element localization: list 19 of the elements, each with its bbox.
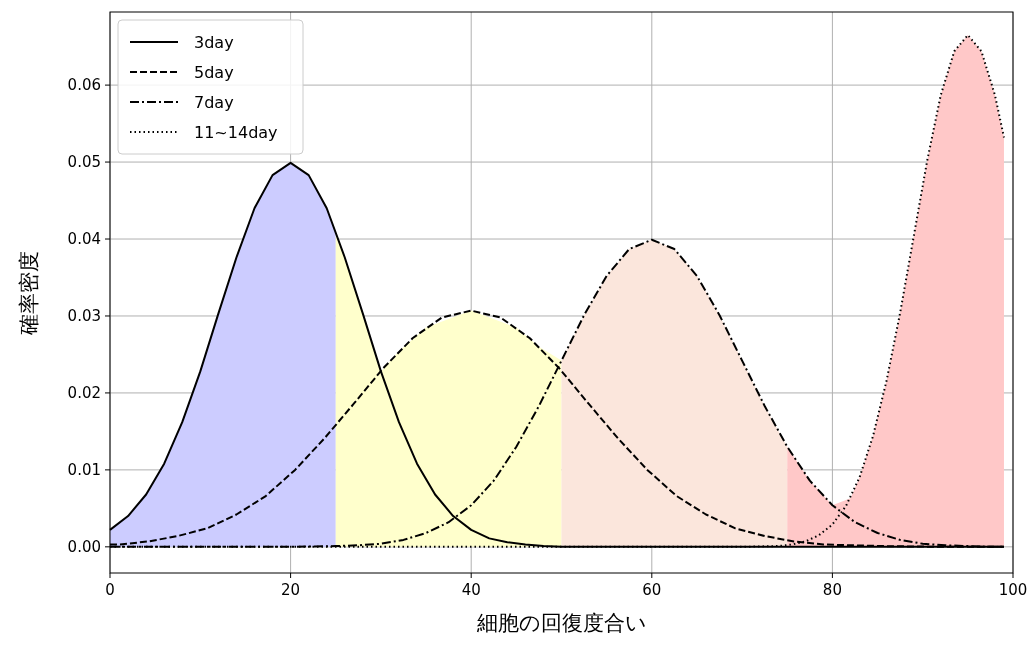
legend-label: 11~14day <box>194 123 278 142</box>
legend-label: 5day <box>194 63 234 82</box>
x-tick-label: 40 <box>461 581 481 599</box>
legend-label: 3day <box>194 33 234 52</box>
y-tick-label: 0.03 <box>67 306 101 325</box>
x-tick-label: 80 <box>822 581 842 599</box>
y-tick-label: 0.05 <box>67 153 101 172</box>
y-tick-label: 0.00 <box>67 537 101 556</box>
x-tick-label: 60 <box>642 581 662 599</box>
y-tick-label: 0.01 <box>67 460 101 479</box>
y-tick-label: 0.04 <box>67 230 101 249</box>
x-axis-title: 細胞の回復度合い <box>475 611 647 635</box>
legend-label: 7day <box>194 93 234 112</box>
y-tick-label: 0.06 <box>67 76 101 95</box>
y-tick-label: 0.02 <box>67 383 101 402</box>
y-axis-title: 確率密度 <box>17 250 41 336</box>
x-tick-label: 0 <box>105 581 115 599</box>
x-tick-label: 100 <box>998 581 1028 599</box>
x-tick-label: 20 <box>281 581 301 599</box>
